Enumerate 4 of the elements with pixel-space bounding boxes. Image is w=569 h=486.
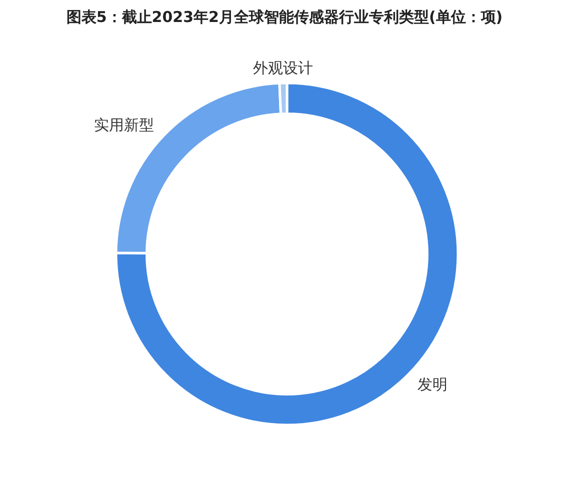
slice-label: 实用新型	[94, 116, 154, 134]
chart-title: 图表5：截止2023年2月全球智能传感器行业专利类型(单位：项)	[66, 8, 503, 26]
slice-label: 发明	[417, 375, 448, 394]
slice-label: 外观设计	[252, 59, 313, 78]
